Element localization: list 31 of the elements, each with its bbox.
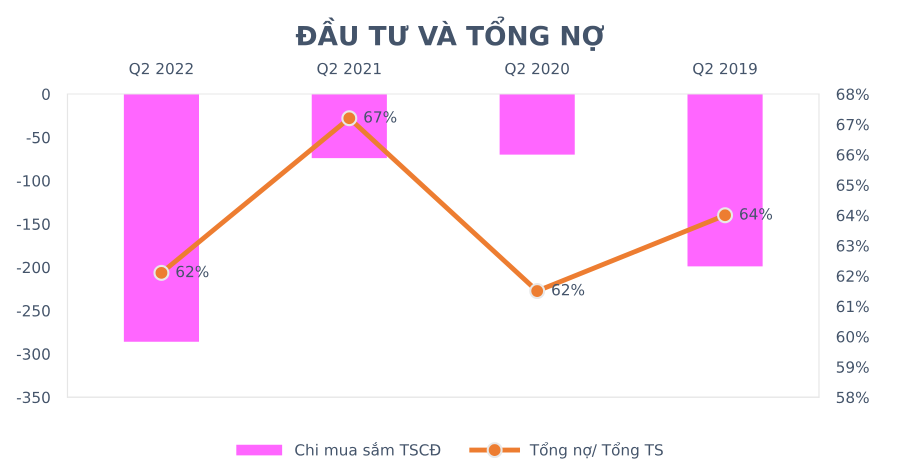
y-tick-label: -350	[16, 392, 50, 404]
y-tick-label: -200	[16, 262, 50, 274]
data-label: 62%	[552, 284, 584, 296]
point	[717, 207, 734, 224]
y2-tick-label: 59%	[836, 361, 869, 373]
y-tick-label: -100	[16, 175, 50, 187]
chart-title: ĐẦU TƯ VÀ TỔNG NỢ	[296, 16, 604, 51]
y2-tick-label: 65%	[836, 179, 869, 191]
x-tick-label: Q2 2021	[317, 62, 381, 76]
y-tick-label: -250	[16, 305, 50, 317]
y2-tick-label: 66%	[836, 149, 869, 161]
y2-tick-label: 61%	[836, 300, 869, 312]
y2-tick-label: 62%	[836, 270, 869, 282]
point	[529, 283, 546, 300]
y2-tick-label: 64%	[836, 210, 869, 222]
y-tick-label: 0	[42, 88, 50, 100]
legend-label: Chi mua sắm TSCĐ	[295, 442, 440, 456]
x-tick-label: Q2 2022	[130, 62, 193, 76]
y-tick-label: -150	[16, 218, 50, 230]
x-tick-label: Q2 2020	[505, 62, 569, 76]
y2-tick-label: 63%	[836, 240, 869, 252]
point	[153, 264, 170, 281]
point	[341, 110, 358, 126]
y2-tick-label: 60%	[836, 330, 869, 343]
y2-tick-label: 67%	[836, 118, 869, 130]
x-tick-label: Q2 2019	[693, 62, 757, 76]
y-tick-label: -300	[16, 348, 50, 360]
y-tick-label: -50	[26, 132, 50, 144]
y2-tick-label: 58%	[836, 392, 869, 404]
legend-label: Tổng nợ/ Tổng TS	[530, 442, 663, 459]
y2-tick-label: 68%	[836, 88, 869, 100]
